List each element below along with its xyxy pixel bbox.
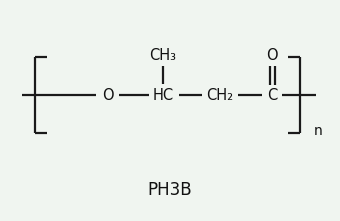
Text: O: O — [266, 48, 278, 63]
Text: C: C — [267, 88, 277, 103]
Text: n: n — [314, 124, 323, 138]
Text: CH₃: CH₃ — [150, 48, 176, 63]
Text: PH3B: PH3B — [148, 181, 192, 199]
Text: CH₂: CH₂ — [206, 88, 234, 103]
Text: O: O — [102, 88, 114, 103]
Text: HC: HC — [152, 88, 173, 103]
